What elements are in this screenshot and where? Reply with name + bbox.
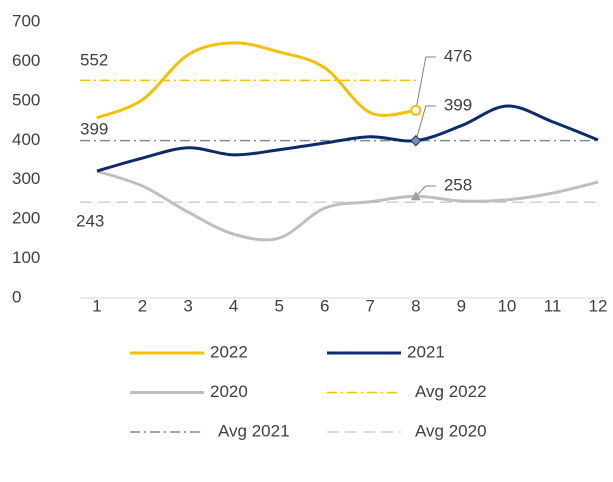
callout-leader: [415, 56, 436, 111]
x-tick-label: 7: [366, 296, 375, 315]
y-tick-label: 0: [12, 287, 21, 306]
x-tick-label: 10: [497, 296, 516, 315]
y-tick-label: 300: [12, 169, 40, 188]
y-tick-label: 400: [12, 130, 40, 149]
y-tick-label: 500: [12, 90, 40, 109]
x-tick-label: 4: [229, 296, 238, 315]
series-line: [96, 104, 599, 173]
x-tick-label: 6: [320, 296, 329, 315]
legend-label: Avg 2021: [218, 421, 290, 440]
x-tick-label: 9: [457, 296, 466, 315]
x-tick-label: 3: [183, 296, 192, 315]
average-label: 552: [80, 50, 108, 69]
legend-label: 2020: [210, 382, 248, 401]
series-line: [96, 41, 417, 120]
data-label: 476: [444, 46, 472, 65]
average-label: 243: [76, 211, 104, 230]
x-tick-label: 11: [544, 296, 562, 315]
y-tick-label: 100: [12, 248, 40, 267]
legend-label: Avg 2022: [415, 382, 487, 401]
legend-label: 2022: [210, 342, 248, 361]
x-tick-label: 5: [274, 296, 283, 315]
callout-leader: [415, 105, 436, 141]
data-label: 258: [444, 175, 472, 194]
point-marker: [410, 191, 421, 201]
x-tick-label: 2: [138, 296, 147, 315]
legend-label: 2021: [407, 342, 445, 361]
x-tick-label: 12: [589, 296, 608, 315]
y-tick-label: 200: [12, 209, 40, 228]
data-label: 399: [444, 95, 472, 114]
point-marker: [410, 134, 422, 147]
y-tick-label: 700: [12, 11, 40, 30]
x-tick-label: 1: [92, 296, 101, 315]
x-tick-label: 8: [411, 296, 420, 315]
series-line: [96, 169, 599, 242]
callout-leader: [415, 185, 436, 197]
point-marker: [410, 104, 422, 116]
legend-label: Avg 2020: [415, 421, 487, 440]
average-label: 399: [80, 119, 108, 138]
y-tick-label: 600: [12, 51, 40, 70]
